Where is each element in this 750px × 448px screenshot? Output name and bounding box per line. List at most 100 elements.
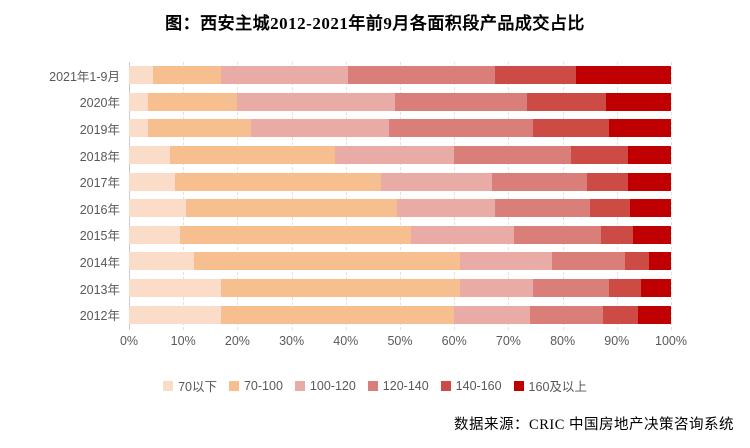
- legend-item: 120-140: [367, 378, 429, 393]
- x-axis-tick: 90%: [604, 334, 630, 348]
- x-axis: 0% 10% 20% 30% 40% 50% 60% 70% 80% 90% 100%: [120, 334, 687, 350]
- bar-segment: [410, 225, 514, 244]
- grid-line: [345, 62, 347, 330]
- bar-segment: [627, 146, 671, 165]
- bar-segment: [221, 305, 455, 324]
- y-axis-label: 2015年: [79, 229, 120, 244]
- legend: 70以下 70-100 100-120 120-140 140-160 160及以上: [0, 376, 750, 395]
- bar-segment: [129, 252, 195, 271]
- bar-segment: [389, 119, 533, 138]
- grid-line: [616, 62, 618, 330]
- bar-segment: [237, 92, 395, 111]
- bar-segment: [527, 92, 606, 111]
- bar-segment: [630, 199, 671, 218]
- bar-rows: 2021年1-9月 2020年 2019年 2018年 2017年 2016年 2015年 2…: [49, 62, 671, 328]
- bar-segment: [175, 172, 382, 191]
- bar-segment: [513, 225, 601, 244]
- bar-row: 2016年: [80, 195, 671, 222]
- bar-segment: [600, 225, 634, 244]
- y-axis-label: 2014年: [79, 255, 120, 270]
- x-axis-tick: 80%: [550, 334, 576, 348]
- x-axis-tick: 60%: [441, 334, 467, 348]
- grid-line: [237, 62, 239, 330]
- legend-item: 70以下: [163, 376, 217, 395]
- stacked-bar: [129, 119, 671, 138]
- bar-row: 2014年: [80, 248, 671, 275]
- bar-segment: [180, 225, 411, 244]
- bar-segment: [605, 92, 671, 111]
- grid-line: [291, 62, 293, 330]
- bar-segment: [129, 92, 148, 111]
- bar-segment: [129, 225, 181, 244]
- bar-row: 2012年: [80, 301, 671, 328]
- grid-line: [183, 62, 185, 330]
- legend-label: 70以下: [178, 380, 217, 394]
- gridlines: [129, 62, 672, 330]
- bar-segment: [570, 146, 628, 165]
- bar-segment: [394, 92, 528, 111]
- bar-segment: [147, 92, 238, 111]
- x-axis-tick: 50%: [387, 334, 413, 348]
- legend-swatch: [367, 380, 378, 391]
- stacked-bar: [129, 252, 671, 271]
- stacked-bar: [129, 279, 671, 298]
- bar-segment: [250, 119, 390, 138]
- legend-label: 100-120: [309, 378, 356, 393]
- legend-item: 70-100: [228, 378, 283, 393]
- bar-segment: [492, 172, 587, 191]
- stacked-bar: [129, 199, 671, 218]
- bar-segment: [169, 146, 335, 165]
- bar-segment: [147, 119, 251, 138]
- bar-segment: [334, 146, 455, 165]
- bar-segment: [624, 252, 650, 271]
- legend-swatch: [294, 380, 305, 391]
- grid-line: [562, 62, 564, 330]
- y-axis-label: 2017年: [79, 176, 120, 191]
- chart-title: 图：西安主城2012-2021年前9月各面积段产品成交占比: [165, 14, 585, 33]
- grid-line: [400, 62, 401, 330]
- bar-segment: [129, 119, 148, 138]
- bar-segment: [576, 66, 671, 85]
- bar-segment: [532, 119, 609, 138]
- grid-line: [129, 62, 130, 330]
- bar-segment: [608, 119, 671, 138]
- legend-label: 120-140: [382, 378, 429, 393]
- bar-segment: [129, 146, 170, 165]
- bar-segment: [641, 279, 671, 298]
- legend-item: 100-120: [294, 378, 356, 393]
- bar-row: 2017年: [80, 168, 671, 195]
- bar-segment: [221, 66, 349, 85]
- legend-item: 160及以上: [513, 376, 587, 395]
- bar-segment: [459, 279, 533, 298]
- y-axis-label: 2016年: [79, 202, 120, 217]
- legend-swatch: [228, 380, 239, 391]
- bar-segment: [608, 279, 642, 298]
- bar-segment: [459, 252, 552, 271]
- x-axis-tick: 20%: [224, 334, 250, 348]
- x-axis-tick: 70%: [495, 334, 521, 348]
- grid-line: [671, 62, 672, 330]
- bar-segment: [532, 279, 609, 298]
- bar-row: 2021年1-9月: [49, 62, 671, 89]
- bar-segment: [153, 66, 222, 85]
- x-axis-tick: 100%: [655, 334, 687, 348]
- legend-label: 70-100: [243, 378, 283, 393]
- grid-line: [454, 62, 456, 330]
- legend-item: 140-160: [440, 378, 502, 393]
- stacked-bar: [129, 305, 671, 324]
- grid-line: [508, 62, 510, 330]
- legend-swatch: [513, 380, 524, 391]
- bar-segment: [129, 279, 222, 298]
- x-axis-tick: 40%: [333, 334, 359, 348]
- bar-row: 2020年: [80, 89, 671, 116]
- bar-segment: [494, 66, 577, 85]
- bar-segment: [397, 199, 495, 218]
- x-axis-tick: 0%: [119, 334, 139, 348]
- bar-segment: [129, 199, 186, 218]
- bar-segment: [185, 199, 398, 218]
- bar-segment: [454, 305, 531, 324]
- y-axis-label: 2013年: [79, 282, 120, 297]
- stacked-bar: [129, 172, 671, 191]
- legend-label: 140-160: [455, 378, 502, 393]
